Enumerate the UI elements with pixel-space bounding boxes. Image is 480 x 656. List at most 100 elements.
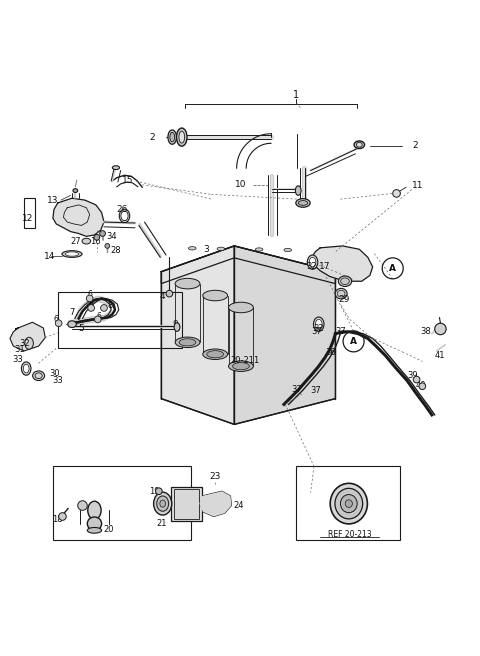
Polygon shape: [161, 246, 336, 283]
Text: 34: 34: [107, 232, 118, 241]
Ellipse shape: [87, 527, 102, 533]
Circle shape: [413, 376, 420, 383]
Ellipse shape: [315, 319, 322, 329]
Ellipse shape: [175, 278, 200, 289]
Circle shape: [59, 513, 66, 520]
Circle shape: [55, 320, 62, 327]
Text: 7: 7: [69, 308, 75, 318]
Circle shape: [78, 501, 87, 510]
Text: 6: 6: [97, 312, 102, 321]
Ellipse shape: [354, 141, 364, 148]
Polygon shape: [10, 322, 45, 351]
Text: 33: 33: [12, 354, 24, 363]
Text: 41: 41: [434, 351, 445, 360]
Ellipse shape: [168, 130, 177, 144]
Circle shape: [95, 316, 101, 323]
Text: 6: 6: [89, 300, 94, 308]
Ellipse shape: [177, 128, 187, 146]
Ellipse shape: [298, 201, 308, 205]
Ellipse shape: [330, 483, 367, 524]
Text: 30: 30: [49, 369, 60, 378]
Text: 11: 11: [412, 181, 423, 190]
Ellipse shape: [295, 186, 301, 195]
Bar: [58, 292, 182, 348]
Ellipse shape: [174, 323, 180, 331]
Text: 33: 33: [52, 376, 63, 385]
Ellipse shape: [68, 321, 76, 327]
Text: 26: 26: [116, 205, 127, 214]
Ellipse shape: [217, 247, 225, 251]
Text: 39: 39: [408, 371, 418, 380]
Bar: [174, 489, 199, 519]
Ellipse shape: [112, 166, 120, 169]
Text: 5: 5: [79, 325, 84, 333]
Text: 20: 20: [104, 525, 114, 534]
Text: 28: 28: [110, 246, 121, 255]
Circle shape: [88, 304, 95, 312]
Ellipse shape: [175, 337, 200, 348]
Ellipse shape: [24, 364, 29, 373]
Text: 14: 14: [44, 252, 56, 261]
Ellipse shape: [121, 211, 128, 220]
Text: 10: 10: [235, 180, 247, 190]
Text: 15: 15: [122, 176, 133, 184]
Circle shape: [419, 383, 426, 390]
Ellipse shape: [62, 251, 82, 257]
Text: 40: 40: [415, 380, 426, 390]
Polygon shape: [199, 491, 231, 516]
Text: 37: 37: [310, 386, 321, 396]
Ellipse shape: [189, 247, 196, 250]
Ellipse shape: [284, 249, 291, 252]
Circle shape: [105, 243, 110, 249]
Ellipse shape: [307, 255, 318, 270]
Ellipse shape: [233, 363, 249, 370]
Circle shape: [101, 304, 108, 312]
Text: 38: 38: [421, 327, 432, 337]
Bar: [53, 466, 192, 541]
Text: 4: 4: [160, 293, 166, 302]
Polygon shape: [161, 246, 234, 424]
Ellipse shape: [119, 209, 130, 222]
Ellipse shape: [25, 337, 34, 349]
Text: 24: 24: [234, 501, 244, 510]
Ellipse shape: [179, 338, 196, 346]
Text: 29: 29: [338, 295, 350, 304]
Text: 17: 17: [319, 262, 331, 272]
Text: 18: 18: [52, 516, 63, 524]
Text: REF 20-213: REF 20-213: [328, 529, 372, 539]
Polygon shape: [53, 198, 104, 236]
Text: 31: 31: [14, 345, 25, 354]
Text: A: A: [389, 264, 396, 273]
Ellipse shape: [170, 133, 175, 142]
Ellipse shape: [313, 317, 324, 331]
Text: 6: 6: [87, 290, 92, 299]
Ellipse shape: [157, 496, 168, 511]
Circle shape: [86, 295, 93, 302]
Ellipse shape: [179, 131, 185, 143]
Ellipse shape: [22, 362, 31, 375]
Text: 16: 16: [91, 237, 101, 245]
Text: 2: 2: [149, 133, 155, 142]
Circle shape: [100, 231, 106, 236]
Ellipse shape: [82, 238, 91, 244]
Text: 13: 13: [47, 195, 59, 205]
Text: 37: 37: [336, 327, 347, 337]
Text: 2: 2: [413, 141, 419, 150]
Polygon shape: [312, 246, 372, 281]
Text: 20-211: 20-211: [230, 356, 259, 365]
Bar: [24, 198, 35, 228]
Circle shape: [94, 234, 100, 240]
Ellipse shape: [335, 488, 363, 519]
Ellipse shape: [65, 252, 79, 256]
Text: 32: 32: [306, 262, 317, 272]
Circle shape: [156, 488, 162, 495]
Ellipse shape: [357, 142, 362, 147]
Ellipse shape: [73, 189, 78, 192]
Text: 8: 8: [108, 300, 113, 310]
Ellipse shape: [33, 371, 45, 380]
Circle shape: [393, 190, 400, 197]
Ellipse shape: [335, 289, 347, 299]
Text: 32: 32: [19, 338, 30, 348]
Ellipse shape: [296, 199, 310, 207]
Text: 27: 27: [70, 237, 81, 245]
